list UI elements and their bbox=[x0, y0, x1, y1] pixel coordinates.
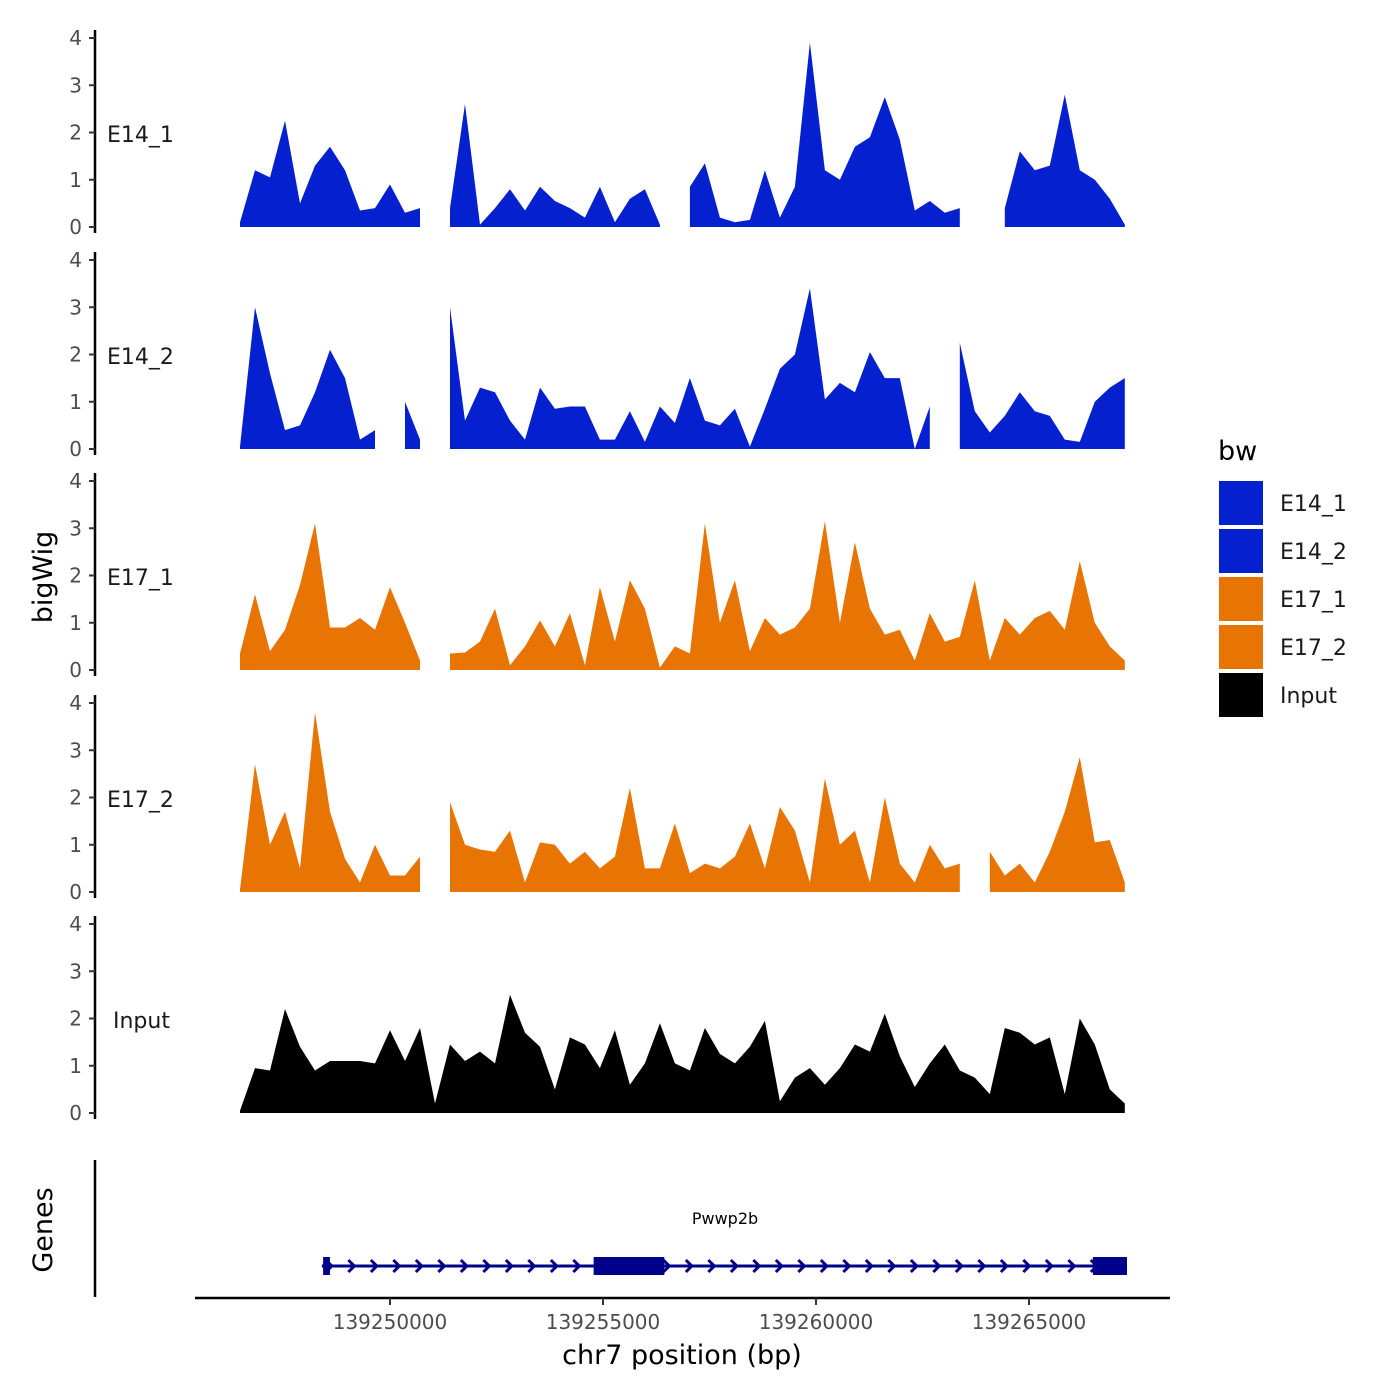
strand-arrow-icon bbox=[392, 1258, 402, 1274]
strand-arrow-icon bbox=[842, 1258, 852, 1274]
y-tick-label: 4 bbox=[69, 691, 82, 715]
strand-arrow-icon bbox=[977, 1258, 987, 1274]
legend-key bbox=[1217, 575, 1265, 623]
strand-arrow-icon bbox=[954, 1258, 964, 1274]
legend-title: bw bbox=[1218, 436, 1257, 467]
track-label: E14_1 bbox=[107, 123, 174, 148]
strand-arrow-icon bbox=[437, 1258, 447, 1274]
y-tick-label: 1 bbox=[69, 1054, 82, 1078]
x-tick-label: 139260000 bbox=[759, 1310, 874, 1334]
y-tick-label: 1 bbox=[69, 833, 82, 857]
gene-exon bbox=[1092, 1257, 1127, 1275]
strand-arrow-icon bbox=[527, 1258, 537, 1274]
y-tick-label: 4 bbox=[69, 248, 82, 272]
gene-exon bbox=[593, 1257, 665, 1275]
legend-label: Input bbox=[1280, 684, 1337, 709]
y-tick-label: 4 bbox=[69, 912, 82, 936]
track-e17-2: 0 1 2 3 4 E17_2 bbox=[69, 691, 1125, 904]
legend-key bbox=[1217, 479, 1265, 527]
strand-arrow-icon bbox=[932, 1258, 942, 1274]
legend-label: E17_2 bbox=[1280, 636, 1347, 661]
y-tick-label: 2 bbox=[69, 343, 82, 367]
strand-arrow-icon bbox=[549, 1258, 559, 1274]
y-tick-label: 3 bbox=[69, 738, 82, 762]
area-e17-1 bbox=[240, 521, 1125, 670]
x-tick-label: 139265000 bbox=[972, 1310, 1087, 1334]
gene-track: Pwwp2b bbox=[93, 1160, 1127, 1297]
strand-arrow-icon bbox=[504, 1258, 514, 1274]
y-tick-label: 2 bbox=[69, 121, 82, 145]
track-e14-1: 0 1 2 3 4 E14_1 bbox=[69, 26, 1125, 239]
y-tick-label: 3 bbox=[69, 73, 82, 97]
gene-exon bbox=[323, 1257, 330, 1275]
y-tick-label: 1 bbox=[69, 611, 82, 635]
strand-arrow-icon bbox=[707, 1258, 717, 1274]
legend-key bbox=[1217, 623, 1265, 671]
strand-arrow-icon bbox=[909, 1258, 919, 1274]
x-tick-label: 139250000 bbox=[333, 1310, 448, 1334]
track-input: 0 1 2 3 4 Input bbox=[69, 912, 1125, 1125]
y-tick-label: 0 bbox=[69, 658, 82, 682]
y-tick-label: 2 bbox=[69, 1007, 82, 1031]
x-axis-title: chr7 position (bp) bbox=[562, 1340, 802, 1371]
track-label: Input bbox=[113, 1009, 170, 1034]
y-tick-label: 3 bbox=[69, 295, 82, 319]
x-tick-label: 139255000 bbox=[546, 1310, 661, 1334]
y-tick-label: 0 bbox=[69, 215, 82, 239]
strand-arrow-icon bbox=[662, 1258, 672, 1274]
legend: bw E14_1 E14_2 E17_1 E17_2 Input bbox=[1217, 436, 1347, 719]
track-label: E14_2 bbox=[107, 345, 174, 370]
strand-arrow-icon bbox=[482, 1258, 492, 1274]
track-e17-1: 0 1 2 3 4 E17_1 bbox=[69, 469, 1125, 682]
track-label: E17_1 bbox=[107, 566, 174, 591]
area-e14-1 bbox=[240, 42, 1125, 228]
strand-arrow-icon bbox=[369, 1258, 379, 1274]
legend-label: E17_1 bbox=[1280, 588, 1347, 613]
strand-arrow-icon bbox=[752, 1258, 762, 1274]
area-e14-2 bbox=[240, 288, 1125, 449]
area-e17-2 bbox=[240, 712, 1125, 892]
legend-label: E14_2 bbox=[1280, 540, 1347, 565]
strand-arrow-icon bbox=[729, 1258, 739, 1274]
legend-label: E14_1 bbox=[1280, 492, 1347, 517]
track-e14-2: 0 1 2 3 4 E14_2 bbox=[69, 248, 1125, 461]
y-tick-label: 4 bbox=[69, 26, 82, 50]
y-axis-title: bigWig bbox=[28, 531, 59, 624]
strand-arrow-icon bbox=[1067, 1258, 1077, 1274]
strand-arrow-icon bbox=[797, 1258, 807, 1274]
y-tick-label: 3 bbox=[69, 516, 82, 540]
y-tick-label: 1 bbox=[69, 390, 82, 414]
strand-arrow-icon bbox=[999, 1258, 1009, 1274]
strand-arrow-icon bbox=[572, 1258, 582, 1274]
track-label: E17_2 bbox=[107, 788, 174, 813]
strand-arrow-icon bbox=[864, 1258, 874, 1274]
y-tick-label: 0 bbox=[69, 437, 82, 461]
strand-arrow-icon bbox=[819, 1258, 829, 1274]
legend-key bbox=[1217, 527, 1265, 575]
strand-arrow-icon bbox=[887, 1258, 897, 1274]
strand-arrow-icon bbox=[459, 1258, 469, 1274]
strand-arrow-icon bbox=[414, 1258, 424, 1274]
x-axis: 139250000 139255000 139260000 139265000 bbox=[195, 1296, 1170, 1334]
y-tick-label: 0 bbox=[69, 1101, 82, 1125]
legend-key bbox=[1217, 671, 1265, 719]
y-tick-label: 2 bbox=[69, 564, 82, 588]
gene-track-title: Genes bbox=[28, 1187, 59, 1272]
strand-arrow-icon bbox=[347, 1258, 357, 1274]
gene-label: Pwwp2b bbox=[692, 1209, 758, 1228]
strand-arrow-icon bbox=[684, 1258, 694, 1274]
y-tick-label: 1 bbox=[69, 168, 82, 192]
y-tick-label: 0 bbox=[69, 880, 82, 904]
y-tick-label: 4 bbox=[69, 469, 82, 493]
y-tick-label: 2 bbox=[69, 786, 82, 810]
strand-arrow-icon bbox=[1022, 1258, 1032, 1274]
y-tick-label: 3 bbox=[69, 959, 82, 983]
signal-tracks: 0 1 2 3 4 E14_1 0 1 2 3 4 E14_2 0 1 2 3 4 E17_1 0 1 2 3 4 E17_2… bbox=[69, 26, 1125, 1125]
area-input bbox=[240, 994, 1125, 1113]
strand-arrow-icon bbox=[774, 1258, 784, 1274]
strand-arrow-icon bbox=[1044, 1258, 1054, 1274]
